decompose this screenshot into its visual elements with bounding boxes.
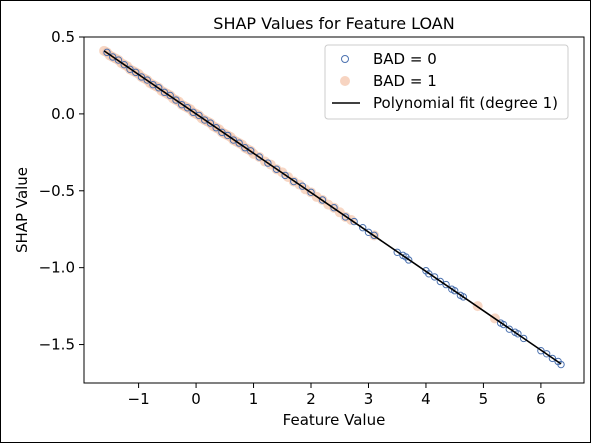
- x-tick-label: 1: [249, 390, 259, 408]
- data-point-bad-0: [514, 330, 522, 338]
- data-point-bad-0: [149, 80, 157, 89]
- series-bad-0-points: [103, 48, 565, 369]
- data-point-bad-0: [298, 182, 307, 190]
- data-point-bad-0: [318, 196, 327, 204]
- data-point-bad-0: [519, 334, 528, 343]
- data-point-bad-0: [172, 96, 180, 104]
- x-tick-label: −1: [128, 390, 150, 408]
- chart-title: SHAP Values for Feature LOAN: [213, 14, 454, 33]
- legend-marker-bad-0: [341, 55, 349, 63]
- data-point-bad-0: [425, 270, 433, 278]
- data-point-bad-0: [109, 53, 117, 61]
- data-point-bad-0: [350, 217, 358, 226]
- legend-marker-bad-1: [340, 76, 350, 86]
- data-point-bad-0: [189, 108, 197, 117]
- x-tick-label: 3: [364, 390, 374, 408]
- data-point-bad-0: [218, 128, 226, 137]
- data-point-bad-0: [442, 280, 450, 289]
- legend: BAD = 0 BAD = 1 Polynomial fit (degree 1…: [324, 44, 569, 120]
- data-point-bad-0: [166, 91, 174, 100]
- plot-frame: [83, 36, 585, 384]
- data-point-bad-0: [143, 76, 151, 84]
- data-point-bad-0: [132, 68, 140, 77]
- data-point-bad-0: [212, 124, 220, 132]
- y-tick-label: 0.5: [51, 28, 75, 46]
- x-axis-label: Feature Value: [283, 411, 386, 429]
- data-point-bad-0: [264, 159, 272, 167]
- polynomial-fit-line: [103, 50, 562, 365]
- data-point-bad-0: [548, 354, 557, 363]
- y-axis-label: SHAP Value: [13, 167, 31, 253]
- data-point-bad-0: [126, 65, 134, 73]
- plot-area: [83, 36, 585, 384]
- data-point-bad-0: [223, 131, 232, 140]
- data-point-bad-0: [290, 177, 298, 186]
- data-point-bad-0: [272, 165, 281, 173]
- data-point-bad-0: [359, 223, 367, 232]
- data-point-bad-0: [229, 136, 238, 144]
- data-point-bad-0: [537, 347, 545, 355]
- data-point-bad-0: [241, 144, 249, 152]
- data-point-bad-0: [137, 73, 146, 81]
- legend-label-fit: Polynomial fit (degree 1): [373, 94, 558, 112]
- data-point-bad-0: [120, 60, 128, 69]
- data-point-bad-0: [307, 188, 315, 197]
- legend-label-bad-1: BAD = 1: [373, 72, 437, 90]
- data-point-bad-0: [195, 111, 203, 120]
- data-point-bad-0: [405, 256, 413, 264]
- data-point-bad-0: [557, 360, 565, 369]
- data-point-bad-0: [281, 171, 289, 180]
- data-point-bad-0: [183, 104, 192, 112]
- data-point-bad-0: [393, 248, 401, 256]
- x-tick-label: 2: [306, 390, 316, 408]
- legend-frame: [324, 44, 569, 120]
- y-tick-label: −1.5: [39, 336, 75, 354]
- data-point-bad-0: [542, 350, 551, 358]
- data-point-bad-0: [436, 277, 445, 286]
- x-tick-label: 0: [191, 390, 201, 408]
- x-tick-label: 5: [479, 390, 489, 408]
- data-point-bad-0: [430, 273, 439, 281]
- y-tick-label: 0.0: [51, 105, 75, 123]
- x-tick-label: 6: [536, 390, 546, 408]
- data-point-bad-0: [155, 84, 163, 92]
- data-point-bad-0: [341, 213, 350, 221]
- data-point-bad-0: [499, 320, 508, 329]
- data-point-bad-0: [505, 325, 513, 333]
- data-point-bad-0: [114, 56, 123, 64]
- y-tick-label: −0.5: [39, 182, 75, 200]
- y-tick-label: −1.0: [39, 259, 75, 277]
- data-point-bad-0: [235, 139, 243, 147]
- x-axis-ticks: −1 0 1 2 3 4 5 6: [128, 383, 546, 408]
- data-point-bad-0: [200, 116, 209, 124]
- data-point-bad-0: [178, 100, 186, 109]
- y-axis-ticks: 0.5 0.0 −0.5 −1.0 −1.5: [39, 28, 84, 354]
- data-point-bad-0: [459, 293, 468, 301]
- data-point-bad-0: [206, 119, 215, 127]
- data-point-bad-0: [160, 88, 169, 97]
- legend-label-bad-0: BAD = 0: [373, 50, 437, 68]
- data-point-bad-0: [370, 231, 378, 240]
- data-point-bad-0: [103, 48, 111, 57]
- data-point-bad-0: [450, 287, 459, 295]
- data-point-bad-0: [364, 228, 373, 236]
- data-point-bad-0: [330, 203, 338, 212]
- data-point-bad-0: [246, 147, 255, 155]
- x-tick-label: 4: [421, 390, 431, 408]
- data-point-bad-0: [255, 153, 263, 161]
